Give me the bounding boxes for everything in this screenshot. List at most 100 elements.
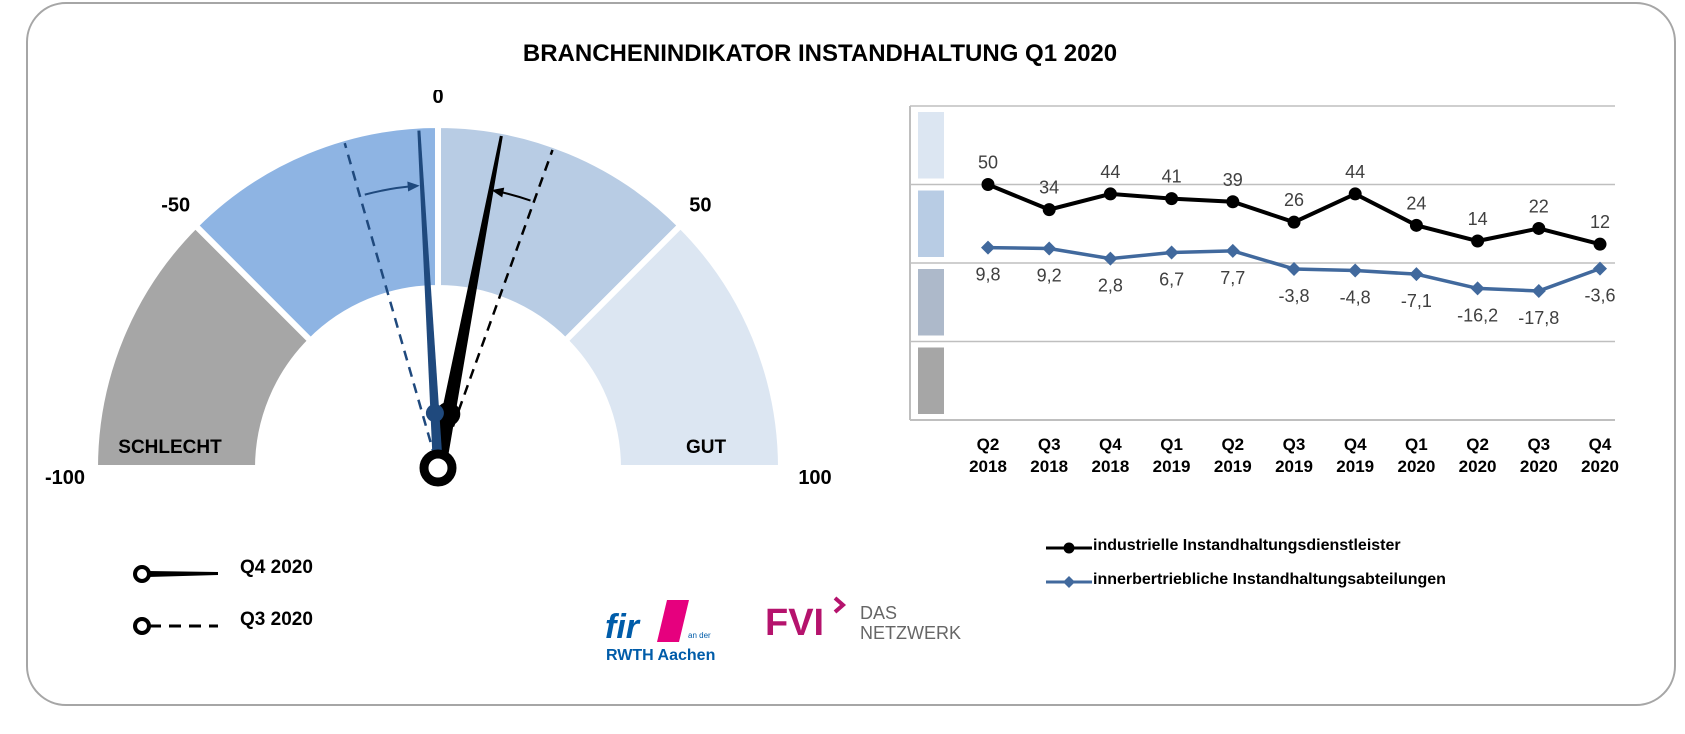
data-point-1	[1042, 241, 1057, 256]
gauge-label-good: GUT	[686, 437, 727, 458]
data-label-0: 22	[1529, 196, 1549, 216]
data-point-1	[1409, 267, 1424, 282]
data-label-0: 14	[1468, 209, 1488, 229]
data-point-1	[981, 240, 995, 255]
legend-needle-dashed-icon	[133, 617, 218, 635]
gauge-needle-black-solid-hub	[436, 401, 461, 426]
data-point-1	[1225, 243, 1240, 258]
data-point-0	[1593, 237, 1607, 251]
gauge-label-bad: SCHLECHT	[118, 437, 222, 458]
data-label-1: -4,8	[1340, 288, 1371, 308]
data-label-1: -16,2	[1457, 305, 1498, 325]
data-point-0	[1409, 218, 1423, 232]
band-swatch-1	[918, 190, 944, 257]
band-swatch-3	[918, 347, 944, 414]
data-point-1	[1287, 261, 1301, 276]
x-tick-label: 2020	[1520, 457, 1558, 476]
data-point-0	[1348, 187, 1362, 201]
data-label-0: 24	[1406, 193, 1426, 213]
x-tick-label: Q2	[1221, 435, 1244, 454]
x-tick-label: 2018	[969, 457, 1007, 476]
legend-needle-solid-icon	[133, 565, 218, 583]
gauge-tick-label: -50	[161, 195, 190, 217]
legend-label-q3: Q3 2020	[240, 609, 313, 630]
gauge-zone-0	[91, 221, 315, 471]
x-tick-label: 2018	[1091, 457, 1129, 476]
data-label-0: 41	[1162, 167, 1182, 187]
gauge-change-arrowhead-1	[407, 181, 420, 192]
x-tick-label: 2018	[1030, 457, 1068, 476]
data-label-0: 44	[1345, 162, 1365, 182]
data-point-1	[1348, 263, 1363, 278]
data-point-0	[1103, 187, 1117, 201]
page-title: BRANCHENINDIKATOR INSTANDHALTUNG Q1 2020	[522, 40, 1118, 67]
legend-label-q4: Q4 2020	[240, 557, 313, 578]
line-chart: Q2 2018 Q3 2018 Q4 2018 Q1 2019 Q2 2019 Q3 2019 Q4 20…	[909, 105, 1619, 476]
fir-logo: fir an der RWTH Aachen	[605, 600, 715, 664]
x-tick-label: 2019	[1275, 457, 1313, 476]
data-point-1	[1470, 281, 1485, 296]
data-label-1: 7,7	[1220, 268, 1245, 288]
x-tick-label: Q3	[1283, 435, 1306, 454]
data-point-0	[1165, 192, 1179, 206]
x-tick-label: 2020	[1397, 457, 1435, 476]
x-tick-label: Q1	[1405, 435, 1428, 454]
data-label-1: 6,7	[1159, 269, 1184, 289]
data-label-1: -3,6	[1584, 286, 1615, 306]
fvi-logo-text: FVI	[765, 602, 824, 644]
x-tick-label: Q3	[1527, 435, 1550, 454]
x-tick-label: Q2	[977, 435, 1000, 454]
data-point-1	[1103, 251, 1118, 266]
data-point-0	[1042, 203, 1056, 217]
data-label-0: 44	[1100, 162, 1120, 182]
data-point-1	[1593, 261, 1607, 276]
x-tick-label: Q4	[1344, 435, 1367, 454]
fvi-logo: FVI DAS NETZWERK	[765, 596, 961, 644]
gauge-tick-label: 50	[689, 195, 711, 217]
data-point-0	[1287, 215, 1301, 229]
data-point-1	[1531, 283, 1546, 298]
gauge-zone-1	[191, 121, 441, 345]
data-label-1: 2,8	[1098, 276, 1123, 296]
fir-logo-small: an der	[688, 631, 711, 640]
x-tick-label: Q3	[1038, 435, 1061, 454]
legend-line-blue-icon	[1046, 576, 1092, 588]
x-tick-label: Q4	[1099, 435, 1122, 454]
gauge-zone-3	[561, 221, 785, 471]
data-label-1: 9,2	[1037, 266, 1062, 286]
data-label-0: 12	[1590, 212, 1610, 232]
data-label-0: 50	[978, 153, 998, 173]
band-swatch-2	[918, 269, 944, 336]
gauge-pivot	[419, 449, 457, 487]
data-point-0	[981, 178, 995, 191]
gauge-needle-blue-dashed	[343, 142, 437, 459]
data-label-0: 34	[1039, 178, 1059, 198]
fvi-logo-line1: DAS	[860, 603, 897, 623]
gauge-needle-black-dashed	[440, 149, 554, 460]
gauge-needle-black-solid	[430, 135, 503, 470]
gauge-change-arrowhead-0	[491, 187, 505, 198]
x-tick-label: 2019	[1214, 457, 1252, 476]
band-swatch-0	[918, 112, 944, 179]
x-tick-label: 2019	[1336, 457, 1374, 476]
data-point-0	[1471, 234, 1485, 248]
data-label-1: -7,1	[1401, 291, 1432, 311]
gauge-needle-blue-solid	[417, 130, 443, 469]
x-tick-label: Q2	[1466, 435, 1489, 454]
x-tick-label: 2020	[1581, 457, 1619, 476]
gauge-zone-2	[435, 121, 685, 345]
data-point-0	[1226, 195, 1240, 209]
data-label-0: 26	[1284, 190, 1304, 210]
data-point-0	[1532, 221, 1546, 235]
gauge-tick-label: 0	[432, 90, 443, 108]
fir-logo-text: fir	[605, 608, 641, 646]
gauge-tick-label: 100	[798, 467, 831, 489]
fir-logo-sub: RWTH Aachen	[606, 647, 715, 664]
data-label-1: -17,8	[1518, 308, 1559, 328]
legend-series-2: innerbertriebliche Instandhaltungsabteil…	[1093, 571, 1446, 588]
x-tick-label: Q4	[1589, 435, 1612, 454]
x-tick-label: 2020	[1459, 457, 1497, 476]
data-label-0: 39	[1223, 170, 1243, 190]
data-label-1: -3,8	[1278, 286, 1309, 306]
x-tick-label: Q1	[1160, 435, 1183, 454]
